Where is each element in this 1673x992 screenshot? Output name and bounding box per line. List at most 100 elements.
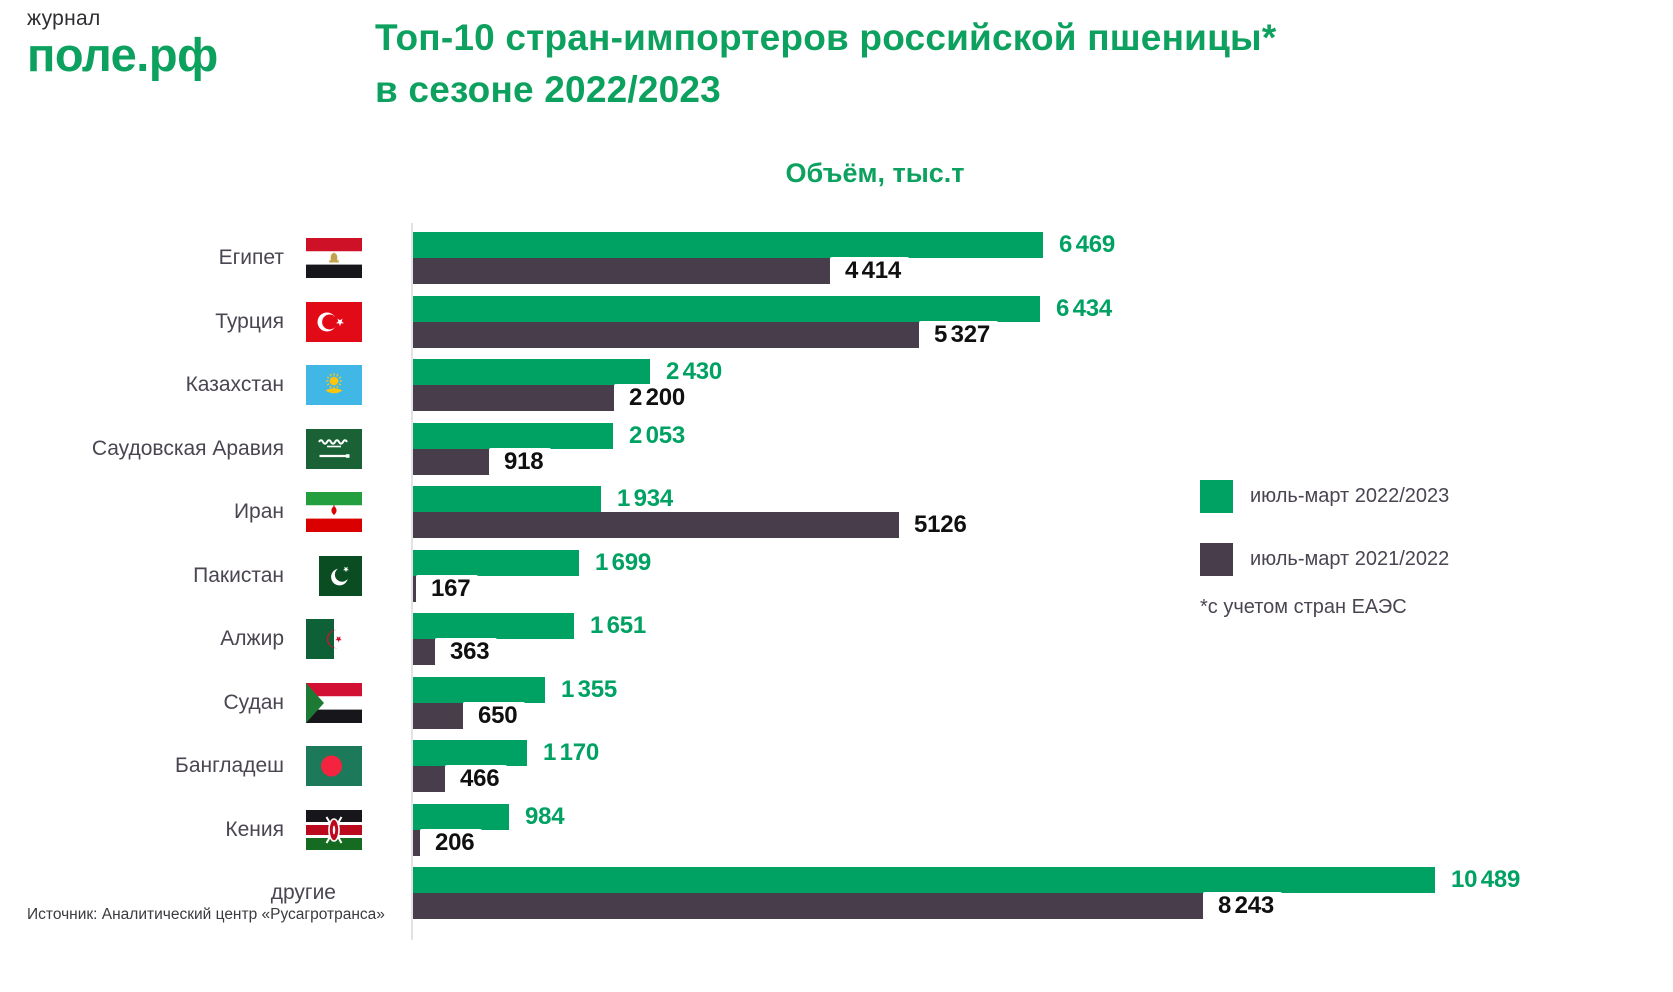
- category-cell: Пакистан: [0, 550, 362, 602]
- bar-2021-2022: [413, 385, 627, 411]
- flag-kenya-icon: [306, 809, 362, 850]
- category-cell: Алжир: [0, 613, 362, 665]
- country-label: Бангладеш: [175, 754, 284, 777]
- value-label-2021-2022: 363: [435, 638, 498, 666]
- bar-2021-2022: [413, 448, 502, 475]
- category-cell: Бангладеш: [0, 740, 362, 792]
- chart-row-sudan: Судан 1 355 650: [0, 675, 1435, 730]
- flag-iran-icon: [306, 492, 362, 532]
- category-cell: Кения: [0, 804, 362, 856]
- value-label-2021-2022: 206: [420, 828, 483, 857]
- flag-turkey-icon: [306, 301, 362, 342]
- bar-group: 2 430 2 200: [413, 359, 1435, 412]
- bar-2022-2023: [413, 422, 613, 449]
- chart-row-kazakhstan: Казахстан 2 430 2 200: [0, 359, 1435, 412]
- country-label: Алжир: [220, 627, 284, 650]
- bar-2022-2023: [413, 613, 574, 639]
- country-label: Турция: [215, 309, 284, 333]
- chart-row-saudi-arabia: Саудовская Аравия 2 053 918: [0, 421, 1435, 476]
- bar-2021-2022: [413, 512, 912, 538]
- bar-2021-2022: [413, 893, 1216, 919]
- legend-label: июль-март 2021/2022: [1250, 548, 1450, 570]
- bar-2022-2023: [413, 549, 579, 576]
- flag-bangladesh-icon: [306, 746, 362, 786]
- bar-2021-2022: [413, 258, 843, 284]
- category-cell: Судан: [0, 677, 362, 729]
- bar-2022-2023: [413, 740, 527, 766]
- bar-group: 10 489 8 243: [413, 867, 1520, 920]
- value-label-2022-2023: 6 434: [1056, 294, 1113, 322]
- bar-2022-2023: [413, 486, 601, 512]
- value-label-2022-2023: 1 699: [595, 548, 652, 576]
- bar-group: 1 170 466: [413, 739, 1435, 793]
- country-label: Судан: [223, 690, 285, 714]
- value-label-2021-2022: 650: [463, 701, 526, 730]
- category-cell: Египет: [0, 232, 362, 284]
- bar-2021-2022: [413, 321, 932, 348]
- bar-group: 1 355 650: [413, 675, 1435, 730]
- chart-baseline-axis: [411, 223, 413, 940]
- country-label: другие: [270, 881, 336, 904]
- source-caption: Источник: Аналитический центр «Русагротр…: [27, 906, 385, 923]
- flag-kazakhstan-icon: [306, 365, 362, 405]
- bar-2022-2023: [413, 232, 1043, 258]
- chart-row-algeria: Алжир 1 651 363: [0, 613, 1435, 666]
- legend-swatch-icon: [1200, 480, 1233, 513]
- page-title-line2: в сезоне 2022/2023: [375, 69, 721, 110]
- value-label-2022-2023: 10 489: [1451, 866, 1521, 893]
- value-label-2022-2023: 1 355: [561, 675, 618, 703]
- flag-sudan-icon: [306, 682, 362, 723]
- flag-pakistan-icon: [306, 555, 362, 596]
- footnote-eaes: *с учетом стран ЕАЭС: [1200, 596, 1407, 618]
- value-label-2022-2023: 1 934: [617, 485, 674, 512]
- category-cell: Турция: [0, 296, 362, 348]
- page-title-line1: Топ-10 стран-импортеров российской пшени…: [375, 17, 1277, 58]
- category-cell: Казахстан: [0, 359, 362, 411]
- chart-row-others: другие 10 489 8 243: [0, 867, 1520, 920]
- value-label-2022-2023: 6 469: [1059, 231, 1116, 258]
- bar-group: 1 934 5126: [413, 485, 1435, 539]
- country-label: Иран: [233, 500, 284, 523]
- country-label: Пакистан: [193, 563, 284, 587]
- country-label: Казахстан: [185, 373, 284, 396]
- value-label-2021-2022: 918: [489, 447, 552, 476]
- chart-row-turkey: Турция 6 434 5 327: [0, 294, 1435, 349]
- value-label-2022-2023: 1 170: [543, 739, 600, 766]
- logo-text-zhurnal: журнал: [27, 7, 101, 30]
- bar-group: 6 434 5 327: [413, 294, 1435, 349]
- legend-swatch-icon: [1200, 543, 1233, 576]
- legend-item-0: июль-март 2022/2023: [1200, 480, 1449, 513]
- value-label-2022-2023: 2 053: [629, 421, 686, 449]
- bar-group: 984 206: [413, 802, 1435, 857]
- flag-egypt-icon: [306, 238, 362, 278]
- country-label: Кения: [225, 817, 284, 841]
- value-label-2021-2022: 4 414: [830, 257, 910, 285]
- value-label-2021-2022: 5126: [899, 511, 975, 539]
- country-label: Саудовская Аравия: [91, 436, 284, 460]
- chart-row-pakistan: Пакистан 1 699 167: [0, 548, 1435, 603]
- chart-axis-title: Объём, тыс.т: [785, 158, 965, 188]
- value-label-2021-2022: 2 200: [614, 384, 694, 412]
- category-cell: другие: [0, 867, 362, 919]
- bar-2022-2023: [413, 867, 1435, 893]
- chart-row-bangladesh: Бангладеш 1 170 466: [0, 739, 1435, 793]
- legend-item-1: июль-март 2021/2022: [1200, 543, 1449, 576]
- value-label-2022-2023: 984: [525, 802, 565, 830]
- chart-row-iran: Иран 1 934 5126: [0, 485, 1435, 539]
- country-label: Египет: [218, 246, 284, 269]
- category-cell: Саудовская Аравия: [0, 423, 362, 475]
- bar-2022-2023: [413, 676, 545, 703]
- bar-2022-2023: [413, 803, 509, 830]
- category-cell: Иран: [0, 486, 362, 538]
- bar-2022-2023: [413, 359, 650, 385]
- value-label-2021-2022: 167: [416, 574, 479, 603]
- bar-group: 2 053 918: [413, 421, 1435, 476]
- bar-group: 1 651 363: [413, 613, 1435, 666]
- publisher-logo: журнал поле.рф: [27, 8, 218, 78]
- legend-label: июль-март 2022/2023: [1250, 485, 1450, 507]
- flag-saudi-arabia-icon: [306, 428, 362, 469]
- bar-chart: Египет 6 469 4 414 Турция 6 434 5 327 Казахст…: [0, 231, 1520, 931]
- chart-row-kenya: Кения 984 206: [0, 802, 1435, 857]
- value-label-2021-2022: 5 327: [919, 320, 999, 349]
